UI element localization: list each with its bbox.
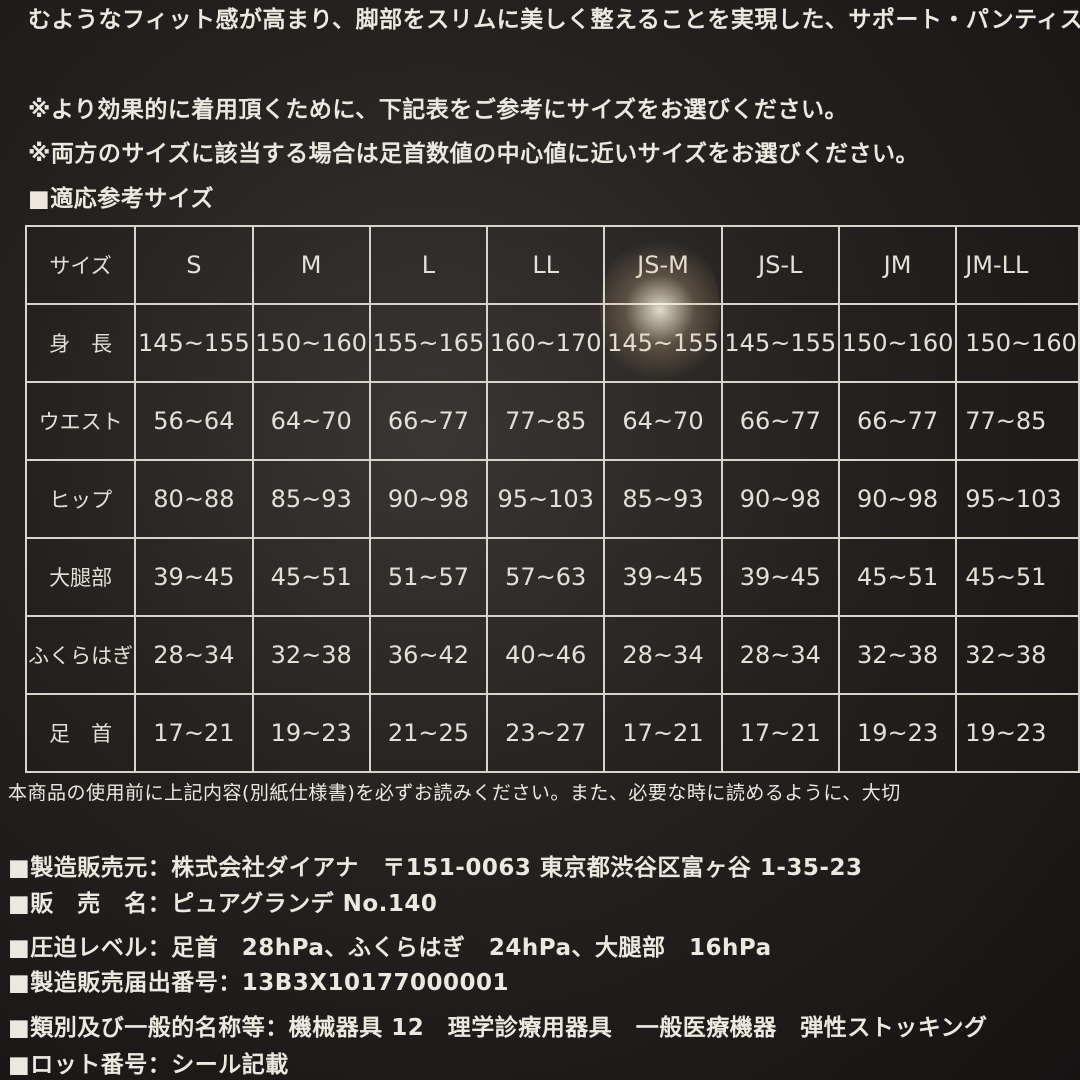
footnote: 本商品の使用前に上記内容(別紙仕様書)を必ずお読みください。また、必要な時に読め… bbox=[8, 782, 901, 804]
table-cell: 17~21 bbox=[134, 693, 254, 773]
table-cell: 17~21 bbox=[603, 693, 723, 773]
table-cell: 19~23 bbox=[251, 693, 371, 773]
table-cell: 28~34 bbox=[720, 615, 840, 695]
table-cell: 28~34 bbox=[134, 615, 254, 695]
table-cell: 95~103 bbox=[486, 459, 606, 539]
table-cell: LL bbox=[486, 225, 606, 305]
table-cell: 150~160 bbox=[955, 303, 1080, 383]
row-label: ウエスト bbox=[24, 381, 137, 461]
table-cell: 155~165 bbox=[368, 303, 489, 383]
size-table: サイズ S M L LL JS-M JS-L JM JM-LL 身 長 145~155 150~160… bbox=[24, 225, 1080, 773]
table-row: 足 首 17~21 19~23 21~25 23~27 17~21 17~21 19~23 19… bbox=[24, 693, 1080, 773]
table-cell: 19~23 bbox=[955, 693, 1080, 773]
table-cell: JS-L bbox=[720, 225, 840, 305]
table-cell: 77~85 bbox=[486, 381, 606, 461]
table-cell: 32~38 bbox=[955, 615, 1080, 695]
table-cell: 145~155 bbox=[720, 303, 840, 383]
table-cell: L bbox=[368, 225, 489, 305]
table-row: サイズ S M L LL JS-M JS-L JM JM-LL bbox=[24, 225, 1080, 305]
table-cell: 23~27 bbox=[486, 693, 606, 773]
info-line: ■製造販売届出番号：13B3X10177000001 bbox=[8, 970, 510, 996]
table-cell: M bbox=[251, 225, 371, 305]
table-cell: 95~103 bbox=[955, 459, 1080, 539]
table-row: ヒップ 80~88 85~93 90~98 95~103 85~93 90~98 90~98 9… bbox=[24, 459, 1080, 539]
table-cell: 64~70 bbox=[251, 381, 371, 461]
note-1: ※より効果的に着用頂くために、下記表をご参考にサイズをお選びください。 bbox=[28, 97, 849, 123]
table-cell: JM-LL bbox=[955, 225, 1080, 305]
table-cell: 19~23 bbox=[837, 693, 958, 773]
table-cell: 64~70 bbox=[603, 381, 723, 461]
table-cell: 28~34 bbox=[603, 615, 723, 695]
table-cell: 36~42 bbox=[368, 615, 489, 695]
table-cell: 40~46 bbox=[486, 615, 606, 695]
intro-text: むようなフィット感が高まり、脚部をスリムに美しく整えることを実現した、サポート・… bbox=[28, 7, 1080, 33]
table-cell: 80~88 bbox=[134, 459, 254, 539]
table-cell: 90~98 bbox=[720, 459, 840, 539]
table-cell: 150~160 bbox=[837, 303, 958, 383]
table-cell: 85~93 bbox=[603, 459, 723, 539]
info-line: ■製造販売元：株式会社ダイアナ 〒151-0063 東京都渋谷区富ヶ谷 1-35… bbox=[8, 855, 863, 881]
table-cell: 32~38 bbox=[251, 615, 371, 695]
table-cell: 39~45 bbox=[603, 537, 723, 617]
table-row: 大腿部 39~45 45~51 51~57 57~63 39~45 39~45 45~51 45… bbox=[24, 537, 1080, 617]
table-cell: 145~155 bbox=[603, 303, 723, 383]
table-cell: 90~98 bbox=[837, 459, 958, 539]
table-cell: 160~170 bbox=[486, 303, 606, 383]
table-cell: 150~160 bbox=[251, 303, 371, 383]
row-label: 身 長 bbox=[24, 303, 137, 383]
table-cell: 39~45 bbox=[720, 537, 840, 617]
info-line: ■販 売 名：ピュアグランデ No.140 bbox=[8, 891, 438, 917]
table-cell: 51~57 bbox=[368, 537, 489, 617]
info-line: ■ロット番号：シール記載 bbox=[8, 1052, 289, 1078]
table-title: ■適応参考サイズ bbox=[28, 186, 215, 212]
row-label: サイズ bbox=[24, 225, 137, 305]
table-cell: 145~155 bbox=[134, 303, 254, 383]
table-cell: 21~25 bbox=[368, 693, 489, 773]
table-row: ウエスト 56~64 64~70 66~77 77~85 64~70 66~77 66~77 7… bbox=[24, 381, 1080, 461]
table-cell: 90~98 bbox=[368, 459, 489, 539]
table-cell: 77~85 bbox=[955, 381, 1080, 461]
table-cell: 45~51 bbox=[955, 537, 1080, 617]
table-cell: 56~64 bbox=[134, 381, 254, 461]
row-label: 足 首 bbox=[24, 693, 137, 773]
table-row: 身 長 145~155 150~160 155~165 160~170 145~155 14… bbox=[24, 303, 1080, 383]
table-cell: 66~77 bbox=[368, 381, 489, 461]
table-cell: S bbox=[134, 225, 254, 305]
row-label: 大腿部 bbox=[24, 537, 137, 617]
table-row: ふくらはぎ 28~34 32~38 36~42 40~46 28~34 28~34 32~38… bbox=[24, 615, 1080, 695]
table-cell: JM bbox=[837, 225, 958, 305]
table-cell: 32~38 bbox=[837, 615, 958, 695]
table-cell: 45~51 bbox=[251, 537, 371, 617]
row-label: ヒップ bbox=[24, 459, 137, 539]
table-cell: JS-M bbox=[603, 225, 723, 305]
note-2: ※両方のサイズに該当する場合は足首数値の中心値に近いサイズをお選びください。 bbox=[28, 141, 919, 167]
table-cell: 45~51 bbox=[837, 537, 958, 617]
table-cell: 57~63 bbox=[486, 537, 606, 617]
info-line: ■圧迫レベル：足首 28hPa、ふくらはぎ 24hPa、大腿部 16hPa bbox=[8, 935, 772, 961]
info-line: ■類別及び一般的名称等：機械器具 12 理学診療用器具 一般医療機器 弾性ストッ… bbox=[8, 1015, 988, 1041]
table-cell: 66~77 bbox=[837, 381, 958, 461]
table-cell: 39~45 bbox=[134, 537, 254, 617]
table-cell: 66~77 bbox=[720, 381, 840, 461]
table-cell: 85~93 bbox=[251, 459, 371, 539]
row-label: ふくらはぎ bbox=[24, 615, 137, 695]
table-cell: 17~21 bbox=[720, 693, 840, 773]
